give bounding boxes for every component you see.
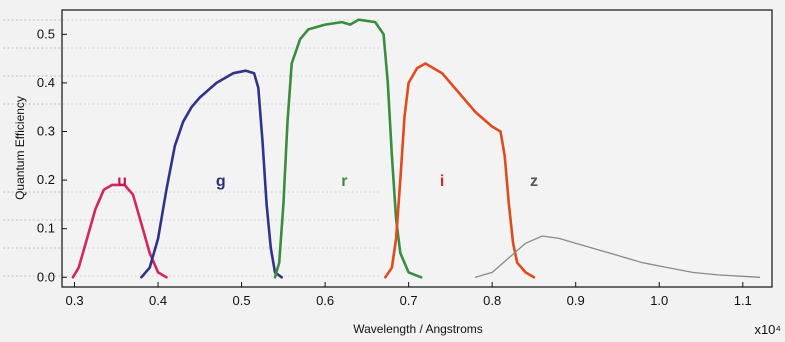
series-z-line xyxy=(474,235,761,278)
y-tick-label: 0.2 xyxy=(37,172,55,187)
y-axis-label: Quantum Efficiency xyxy=(13,96,27,200)
band-label-u: u xyxy=(117,173,127,190)
y-tick-label: 0.4 xyxy=(37,75,55,90)
x-tick-label: 0.7 xyxy=(400,293,418,308)
band-label-i: i xyxy=(440,173,444,190)
y-tick-label: 0.5 xyxy=(37,26,55,41)
x-tick-label: 0.4 xyxy=(149,293,167,308)
x-axis-ticks: 0.3 0.4 0.5 0.6 0.7 0.8 0.9 1.0 1.1 xyxy=(65,282,752,308)
series-i-line xyxy=(384,62,536,279)
x-tick-label: 0.9 xyxy=(567,293,585,308)
series-g-line xyxy=(140,69,283,279)
x-axis-multiplier: x10⁴ xyxy=(754,322,781,337)
filter-curves xyxy=(71,18,761,279)
series-r-line xyxy=(273,18,423,279)
x-tick-label: 1.1 xyxy=(734,293,752,308)
y-tick-label: 0.1 xyxy=(37,221,55,236)
x-tick-label: 0.5 xyxy=(233,293,251,308)
band-label-z: z xyxy=(530,173,538,190)
x-tick-label: 0.3 xyxy=(65,293,83,308)
x-tick-label: 1.0 xyxy=(650,293,668,308)
x-axis-label: Wavelength / Angstroms xyxy=(353,322,483,336)
x-tick-label: 0.6 xyxy=(316,293,334,308)
band-label-g: g xyxy=(216,173,226,190)
y-tick-label: 0.0 xyxy=(37,269,55,284)
y-axis-ticks: 0.0 0.1 0.2 0.3 0.4 0.5 xyxy=(37,26,67,284)
y-tick-label: 0.3 xyxy=(37,123,55,138)
band-label-r: r xyxy=(341,173,347,190)
series-u-line xyxy=(71,183,168,279)
plot-area xyxy=(61,9,773,288)
x-tick-label: 0.8 xyxy=(483,293,501,308)
